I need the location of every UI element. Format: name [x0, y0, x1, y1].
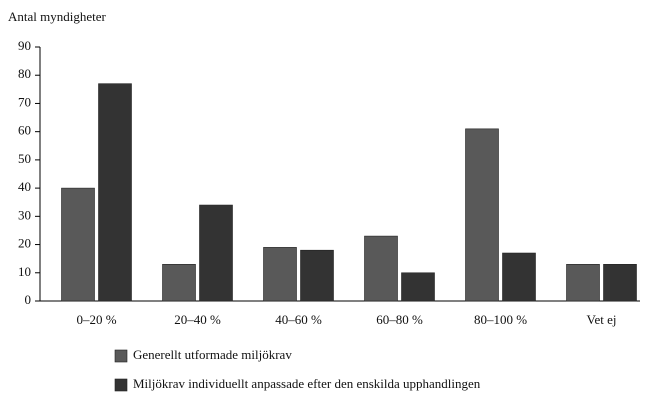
legend-swatch	[114, 349, 128, 363]
x-tick-label: 0–20 %	[76, 312, 116, 327]
y-tick-label: 50	[18, 151, 31, 166]
bar	[465, 128, 499, 302]
bar	[566, 264, 600, 302]
y-tick-label: 0	[25, 292, 32, 307]
legend-swatch	[114, 378, 128, 392]
y-tick-label: 20	[18, 236, 31, 251]
y-axis-label: Antal myndigheter	[8, 9, 107, 24]
y-tick-label: 60	[18, 123, 31, 138]
legend-label: Miljökrav individuellt anpassade efter d…	[133, 376, 481, 391]
y-tick-label: 40	[18, 179, 31, 194]
x-tick-label: Vet ej	[587, 312, 617, 327]
y-tick-label: 90	[18, 38, 31, 53]
bar	[61, 187, 95, 302]
legend-label: Generellt utformade miljökrav	[133, 347, 292, 362]
x-tick-label: 20–40 %	[174, 312, 221, 327]
x-tick-label: 40–60 %	[275, 312, 322, 327]
bar	[263, 247, 297, 302]
bar	[98, 83, 132, 302]
x-tick-label: 80–100 %	[474, 312, 527, 327]
x-tick-label: 60–80 %	[376, 312, 423, 327]
y-tick-label: 10	[18, 264, 31, 279]
y-tick-label: 30	[18, 207, 31, 222]
y-tick-label: 70	[18, 94, 31, 109]
bar	[603, 264, 637, 302]
bar	[199, 204, 233, 302]
bar	[162, 264, 196, 302]
bar	[502, 252, 536, 302]
y-tick-label: 80	[18, 66, 31, 81]
bar	[300, 249, 334, 302]
bar	[364, 235, 398, 302]
bar	[401, 272, 435, 302]
